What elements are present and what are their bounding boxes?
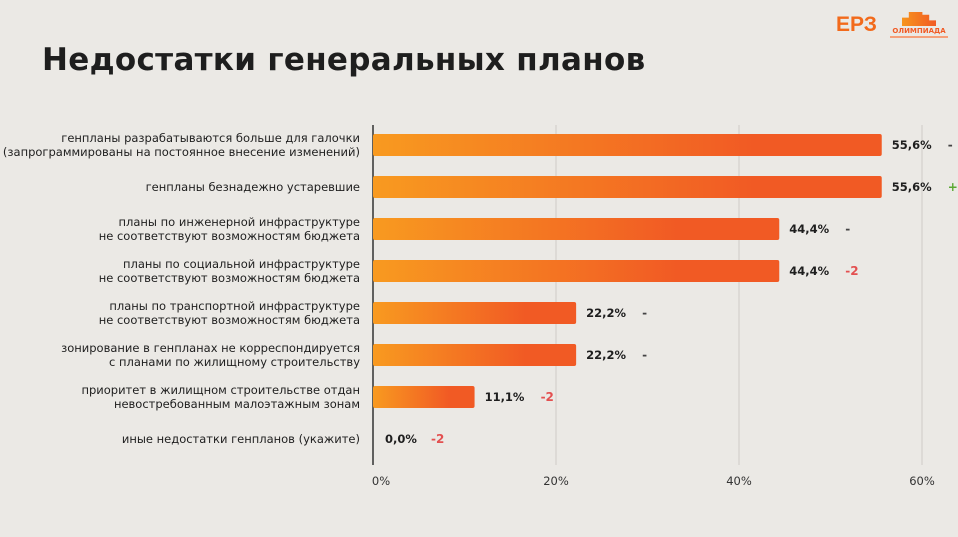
category-label: не соответствуют возможностям бюджета (99, 313, 360, 327)
x-tick-label: 40% (726, 474, 752, 488)
data-label: 0,0% (385, 432, 417, 446)
change-label: - (642, 306, 647, 320)
logo-subline (890, 36, 948, 38)
bar (373, 176, 882, 198)
category-label: иные недостатки генпланов (укажите) (122, 432, 360, 446)
bar (373, 134, 882, 156)
change-label: -2 (541, 390, 554, 404)
category-label: невостребованным малоэтажным зонам (114, 397, 360, 411)
change-label: - (948, 138, 953, 152)
category-label: приоритет в жилищном строительстве отдан (81, 383, 360, 397)
x-tick-label: 60% (909, 474, 935, 488)
bar (373, 260, 780, 282)
change-label: - (642, 348, 647, 362)
category-label: (запрограммированы на постоянное внесени… (3, 145, 360, 159)
change-label: -2 (845, 264, 858, 278)
category-label: генпланы безнадежно устаревшие (146, 180, 360, 194)
change-label: -2 (431, 432, 444, 446)
bar (373, 344, 577, 366)
page-title: Недостатки генеральных планов (42, 42, 646, 78)
category-label: не соответствуют возможностям бюджета (99, 229, 360, 243)
bar (373, 386, 475, 408)
data-label: 44,4% (789, 222, 829, 236)
category-label: не соответствуют возможностям бюджета (99, 271, 360, 285)
category-label: с планами по жилищному строительству (109, 355, 360, 369)
bar (373, 218, 780, 240)
erz-logo: ЕРЗ (836, 13, 877, 36)
data-label: 44,4% (789, 264, 829, 278)
x-tick-label: 20% (543, 474, 569, 488)
olympiad-logo: ОЛИМПИАДА (890, 12, 948, 42)
category-label: зонирование в генпланах не корреспондиру… (61, 341, 360, 355)
building-icon (902, 12, 936, 26)
change-label: - (845, 222, 850, 236)
bar (373, 302, 577, 324)
data-label: 55,6% (892, 138, 932, 152)
data-label: 55,6% (892, 180, 932, 194)
category-label: планы по социальной инфраструктуре (123, 257, 360, 271)
data-label: 22,2% (586, 306, 626, 320)
category-label: планы по инженерной инфраструктуре (118, 215, 360, 229)
category-label: генпланы разрабатываются больше для гало… (61, 131, 360, 145)
x-tick-label: 0% (372, 474, 390, 488)
change-label: +3 (948, 180, 958, 194)
data-label: 22,2% (586, 348, 626, 362)
data-label: 11,1% (485, 390, 525, 404)
category-label: планы по транспортной инфраструктуре (109, 299, 360, 313)
olympiad-logo-text: ОЛИМПИАДА (892, 27, 946, 35)
